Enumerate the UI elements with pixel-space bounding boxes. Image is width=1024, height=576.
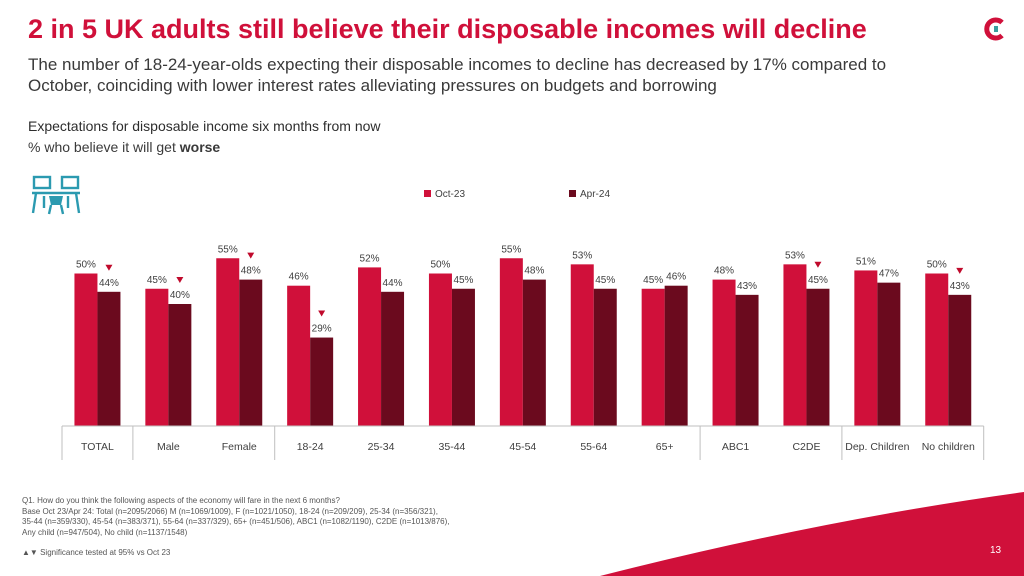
footnote-line: Base Oct 23/Apr 24: Total (n=2095/2066) …: [22, 506, 438, 516]
chart-title: Expectations for disposable income six m…: [28, 118, 381, 134]
bar-oct23: [74, 273, 98, 426]
category-label: Dep. Children: [845, 441, 909, 453]
people-at-desk-icon: [31, 175, 81, 215]
legend-label: Apr-24: [580, 189, 610, 200]
data-label: 29%: [312, 324, 332, 335]
category-label: 45-54: [509, 441, 536, 453]
data-label: 50%: [76, 260, 96, 271]
category-label: Male: [157, 441, 180, 453]
bar-oct23: [145, 288, 169, 426]
legend-swatch: [569, 190, 576, 197]
category-label: 18-24: [297, 441, 324, 453]
page-subtitle: The number of 18-24-year-olds expecting …: [28, 55, 887, 95]
data-label: 43%: [950, 281, 970, 292]
significance-note: ▲▼ Significance tested at 95% vs Oct 23: [22, 548, 170, 557]
bar-apr24: [522, 279, 546, 426]
data-label: 53%: [572, 250, 592, 261]
bar-oct23: [287, 285, 311, 426]
data-label: 48%: [241, 266, 261, 277]
page-title: 2 in 5 UK adults still believe their dis…: [28, 14, 867, 44]
significance-down-icon: [247, 252, 255, 259]
data-label: 51%: [856, 256, 876, 267]
footnote-line: Any child (n=947/504), No child (n=1137/…: [22, 527, 188, 537]
bar-apr24: [239, 279, 263, 426]
chart-subtitle-bold: worse: [179, 139, 221, 155]
data-label: 53%: [785, 250, 805, 261]
legend-swatch: [424, 190, 431, 197]
footnote: Q1. How do you think the following aspec…: [22, 496, 582, 538]
data-label: 46%: [289, 272, 309, 283]
category-label: 25-34: [368, 441, 395, 453]
bar-apr24: [593, 288, 617, 426]
footnote-line: 35-44 (n=359/330), 45-54 (n=383/371), 55…: [22, 517, 450, 526]
significance-text: Significance tested at 95% vs Oct 23: [40, 548, 171, 557]
data-label: 52%: [360, 253, 380, 264]
bar-oct23: [570, 264, 594, 426]
bar-apr24: [310, 337, 334, 426]
significance-down-icon: [176, 277, 184, 283]
data-label: 45%: [147, 275, 167, 286]
bar-oct23: [925, 273, 949, 426]
data-label: 44%: [99, 278, 119, 289]
bar-apr24: [381, 291, 405, 426]
data-label: 55%: [218, 244, 238, 255]
bar-oct23: [499, 258, 523, 426]
bar-oct23: [854, 270, 878, 426]
data-label: 43%: [737, 281, 757, 292]
bar-apr24: [735, 294, 759, 426]
data-label: 45%: [808, 275, 828, 286]
significance-down-icon: [814, 261, 822, 268]
significance-down-icon: [956, 267, 964, 274]
data-label: 44%: [383, 278, 403, 289]
data-label: 45%: [595, 275, 615, 286]
data-label: 45%: [453, 275, 473, 286]
category-label: No children: [922, 441, 975, 453]
category-label: Female: [222, 441, 257, 453]
bar-apr24: [948, 294, 972, 426]
data-label: 50%: [430, 260, 450, 271]
bar-apr24: [877, 282, 901, 426]
legend-label: Oct-23: [435, 189, 465, 200]
bar-oct23: [428, 273, 452, 426]
data-label: 45%: [643, 275, 663, 286]
bar-oct23: [712, 279, 736, 426]
footnote-line: Q1. How do you think the following aspec…: [22, 496, 340, 505]
data-label: 48%: [714, 266, 734, 277]
bar-oct23: [358, 267, 382, 426]
bar-apr24: [451, 288, 475, 426]
bar-apr24: [806, 288, 830, 426]
bar-apr24: [664, 285, 688, 426]
bar-oct23: [783, 264, 807, 426]
data-label: 40%: [170, 290, 190, 301]
category-label: TOTAL: [81, 441, 114, 453]
bar-oct23: [641, 288, 665, 426]
data-label: 47%: [879, 269, 899, 280]
significance-down-icon: [105, 264, 113, 271]
category-label: ABC1: [722, 441, 750, 453]
data-label: 48%: [524, 266, 544, 277]
category-label: 65+: [656, 441, 674, 453]
category-label: C2DE: [792, 441, 820, 453]
category-label: 35-44: [439, 441, 466, 453]
significance-glyphs: ▲▼: [22, 548, 38, 557]
significance-down-icon: [318, 310, 326, 317]
data-label: 55%: [501, 244, 521, 255]
data-label: 46%: [666, 272, 686, 283]
data-label: 50%: [927, 260, 947, 271]
page-number: 13: [990, 545, 1002, 556]
chart-subtitle-prefix: % who believe it will get: [28, 139, 180, 155]
bar-oct23: [216, 258, 240, 426]
bar-apr24: [97, 291, 121, 426]
brand-logo-icon: [984, 17, 1004, 41]
chart-subtitle: % who believe it will get worse: [28, 139, 220, 155]
category-label: 55-64: [580, 441, 607, 453]
bar-apr24: [168, 304, 192, 426]
